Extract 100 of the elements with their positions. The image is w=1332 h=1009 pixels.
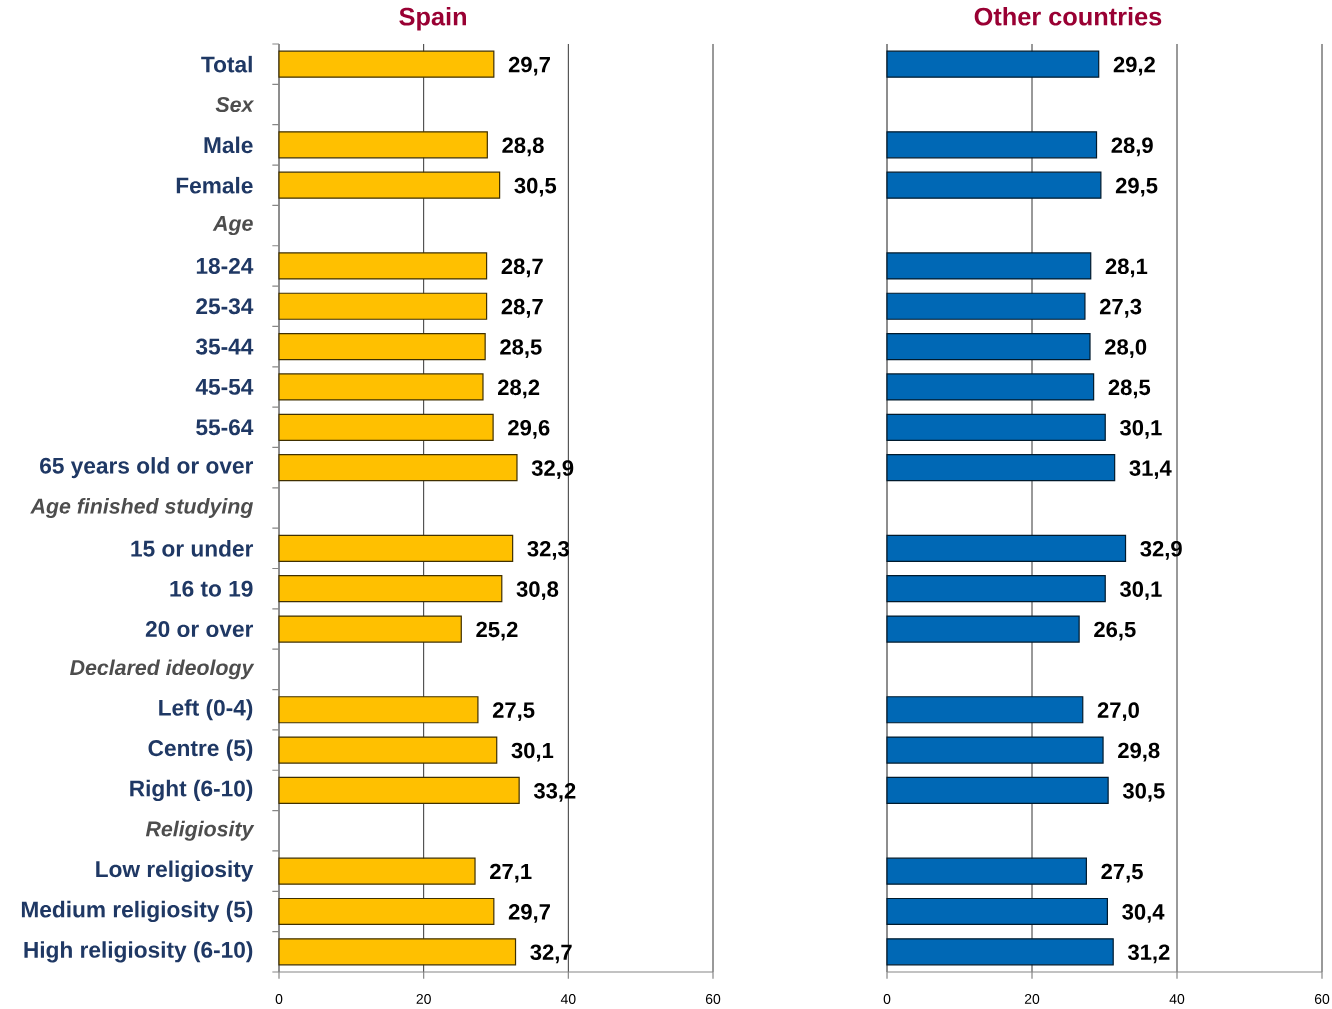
- bar: [278, 534, 514, 562]
- bar: [886, 413, 1106, 441]
- bar: [278, 897, 495, 926]
- data-label: 30,5: [1122, 783, 1165, 802]
- data-label: 27,1: [490, 863, 532, 883]
- data-label: 28,2: [498, 379, 540, 399]
- data-label: 29,2: [1113, 56, 1155, 76]
- bar: [886, 857, 1087, 885]
- bar: [278, 373, 484, 401]
- data-label: 28,5: [1108, 379, 1151, 399]
- bar: [886, 131, 1098, 159]
- x-tick-label: 20: [416, 994, 431, 1004]
- bar: [886, 171, 1102, 199]
- data-label: 30,1: [1120, 419, 1162, 439]
- data-label: 27,5: [492, 702, 535, 722]
- data-label: 30,4: [1122, 904, 1165, 923]
- bar: [278, 292, 488, 320]
- y-tick-label: 45-54: [195, 379, 254, 395]
- y-tick-label: Left (0-4): [159, 699, 253, 721]
- data-label: 29,5: [1115, 177, 1158, 197]
- x-tick-label: 40: [560, 994, 576, 1004]
- data-label: 27,5: [1101, 863, 1143, 883]
- bar: [278, 454, 518, 482]
- bar: [278, 736, 498, 764]
- bar: [278, 696, 479, 724]
- data-label: 29,7: [508, 904, 550, 923]
- data-label: 27,3: [1099, 298, 1142, 318]
- data-label: 30,1: [511, 742, 554, 762]
- data-label: 31,2: [1127, 944, 1170, 964]
- y-tick-label: 18-24: [196, 257, 254, 274]
- data-label: 31,4: [1129, 460, 1172, 480]
- bar: [278, 413, 494, 441]
- bar: [278, 131, 488, 159]
- bar: [886, 615, 1080, 643]
- y-tick-label: Total: [201, 55, 252, 73]
- bar: [886, 373, 1095, 401]
- y-tick-label: High religiosity (6-10): [24, 941, 253, 963]
- y-tick-label: 16 to 19: [170, 580, 253, 597]
- bar: [278, 171, 501, 199]
- y-tick-label: Female: [176, 176, 253, 194]
- data-label: 30,1: [1120, 581, 1162, 601]
- data-label: 28,8: [502, 137, 544, 157]
- bar: [886, 575, 1106, 603]
- bar: [278, 333, 486, 361]
- y-tick-label: Male: [204, 136, 253, 154]
- data-label: 29,6: [508, 419, 550, 439]
- data-label: 28,7: [501, 258, 543, 278]
- data-label: 30,5: [514, 177, 557, 197]
- bar: [886, 534, 1127, 562]
- x-tick-label: 20: [1024, 994, 1040, 1004]
- y-tick-label: Centre (5): [148, 739, 253, 761]
- bar: [886, 776, 1109, 805]
- data-label: 25,2: [476, 621, 518, 641]
- y-tick-label: Low religiosity: [96, 860, 254, 882]
- y-tick-label: 55-64: [196, 419, 254, 436]
- bar: [886, 333, 1091, 361]
- chart-title: Other countries: [974, 6, 1162, 26]
- data-label: 27,0: [1097, 702, 1139, 722]
- bar: [278, 776, 520, 805]
- y-tick-label: 25-34: [196, 298, 254, 315]
- bar: [886, 696, 1084, 724]
- y-tick-label: Age: [212, 216, 253, 236]
- chart-title: Spain: [399, 6, 466, 31]
- bar: [886, 50, 1100, 78]
- x-tick-label: 60: [705, 994, 721, 1004]
- bar: [886, 736, 1104, 764]
- x-tick-label: 0: [883, 994, 891, 1004]
- data-label: 30,8: [516, 581, 559, 601]
- data-label: 26,5: [1094, 621, 1136, 641]
- bar: [886, 897, 1109, 926]
- data-label: 28,5: [500, 339, 542, 358]
- y-tick-label: Age finished studying: [30, 498, 254, 518]
- bar: [886, 454, 1116, 482]
- bar: [278, 938, 517, 966]
- bar: [278, 50, 495, 78]
- x-tick-label: 60: [1314, 994, 1330, 1004]
- data-label: 28,9: [1111, 137, 1153, 157]
- bar: [886, 938, 1114, 966]
- y-tick-label: Medium religiosity (5): [21, 900, 253, 923]
- bar: [278, 252, 488, 280]
- y-tick-label: 15 or under: [131, 540, 254, 557]
- data-label: 28,7: [501, 298, 543, 318]
- y-tick-label: 65 years old or over: [40, 457, 254, 479]
- y-tick-label: Right (6-10): [130, 779, 253, 802]
- y-tick-label: Sex: [215, 96, 255, 113]
- bar: [278, 615, 462, 643]
- x-tick-label: 0: [275, 994, 283, 1004]
- bar: [278, 575, 503, 603]
- x-tick-label: 40: [1169, 994, 1185, 1004]
- y-tick-label: Declared ideology: [70, 659, 255, 680]
- data-label: 28,0: [1105, 339, 1147, 358]
- bar: [886, 292, 1086, 320]
- y-tick-label: 20 or over: [145, 621, 254, 638]
- data-label: 29,7: [508, 56, 550, 76]
- data-label: 28,1: [1105, 258, 1148, 278]
- bar: [278, 857, 476, 885]
- bar: [886, 252, 1092, 280]
- data-label: 32,9: [1140, 540, 1182, 560]
- data-label: 29,8: [1118, 742, 1160, 762]
- y-tick-label: Religiosity: [145, 820, 255, 841]
